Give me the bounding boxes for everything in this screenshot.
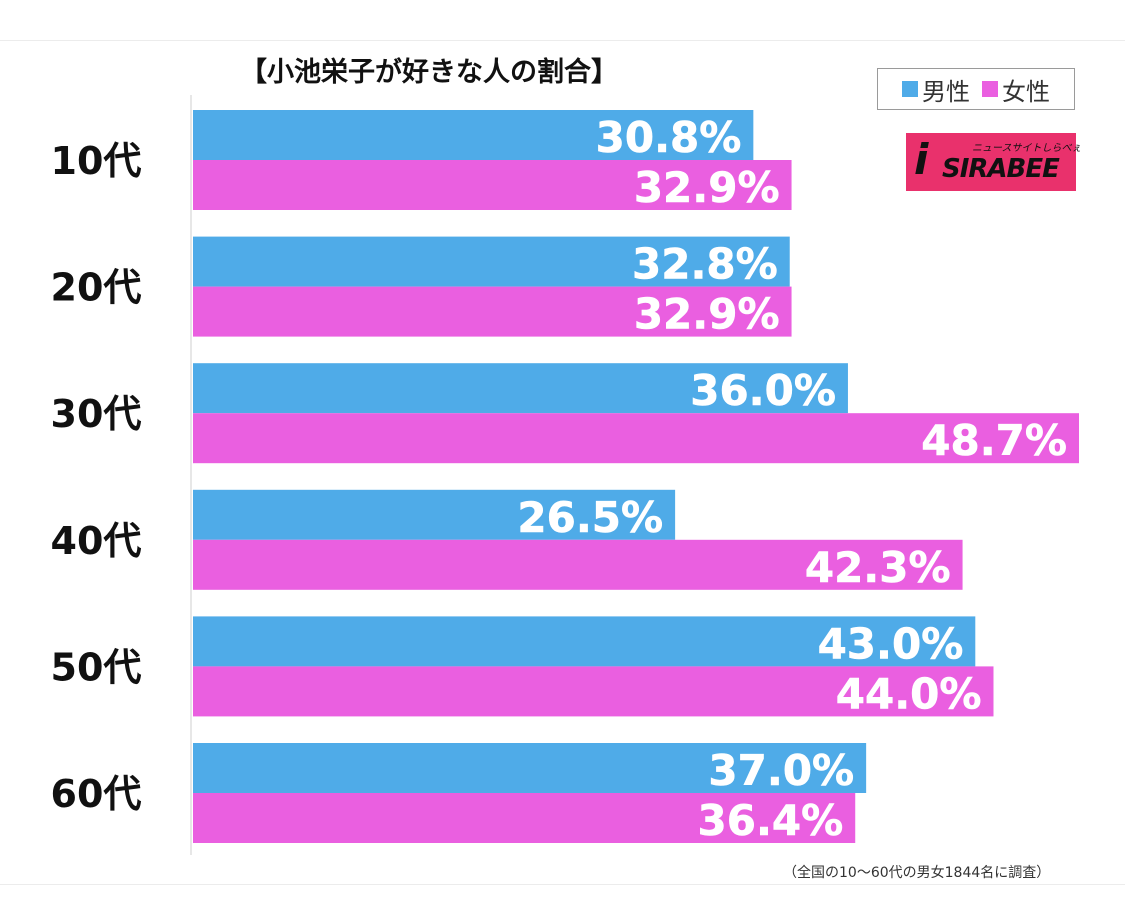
bar-value-label: 36.4%	[698, 796, 844, 845]
legend-label-female: 女性	[1002, 77, 1050, 106]
bar-male	[193, 489, 676, 540]
bottom-divider	[0, 884, 1125, 885]
category-label: 50代	[51, 645, 142, 689]
bar-value-label: 48.7%	[921, 416, 1067, 465]
category-label: 20代	[51, 266, 142, 310]
bars-group: 10代 30.8%32.9%20代 32.8%32.9%30代 36.0%48.7%4…	[51, 110, 1079, 845]
category-label: 30代	[51, 392, 142, 436]
bar-female	[193, 160, 792, 210]
chart-legend: 男性 女性	[877, 68, 1075, 110]
bar-female	[193, 666, 994, 717]
category-label: 10代	[51, 139, 142, 183]
bar-value-label: 36.0%	[690, 366, 836, 415]
survey-footnote: （全国の10～60代の男女1844名に調査）	[783, 865, 1051, 881]
category-label: 60代	[51, 772, 142, 816]
legend-swatch-male	[902, 81, 918, 97]
chart-title: 【小池栄子が好きな人の割合】	[240, 57, 618, 88]
bar-female	[193, 286, 792, 337]
bar-male	[193, 743, 867, 793]
bar-male	[193, 616, 976, 667]
bar-value-label: 44.0%	[836, 669, 982, 718]
bar-value-label: 26.5%	[517, 493, 663, 542]
logo-i-mark-icon: i	[914, 135, 929, 184]
logo-subtext: ニュースサイトしらべぇ	[972, 143, 1082, 154]
top-divider	[0, 40, 1125, 41]
bar-value-label: 32.8%	[632, 240, 778, 289]
bar-female	[193, 793, 856, 843]
bar-value-label: 42.3%	[805, 543, 951, 592]
bar-male	[193, 363, 848, 414]
bar-value-label: 37.0%	[708, 746, 854, 795]
bar-value-label: 43.0%	[818, 619, 964, 668]
legend-swatch-female	[982, 81, 998, 97]
bar-male	[193, 236, 790, 287]
category-label: 40代	[51, 519, 142, 563]
bar-value-label: 32.9%	[634, 163, 780, 212]
sirabee-logo: i ニュースサイトしらべぇ SIRABEE	[906, 133, 1082, 191]
bar-value-label: 30.8%	[596, 113, 742, 162]
legend-label-male: 男性	[922, 77, 970, 106]
bar-value-label: 32.9%	[634, 290, 780, 339]
bar-male	[193, 110, 754, 160]
logo-wordmark: SIRABEE	[942, 154, 1060, 184]
bar-female	[193, 539, 963, 590]
bar-female	[193, 413, 1079, 464]
